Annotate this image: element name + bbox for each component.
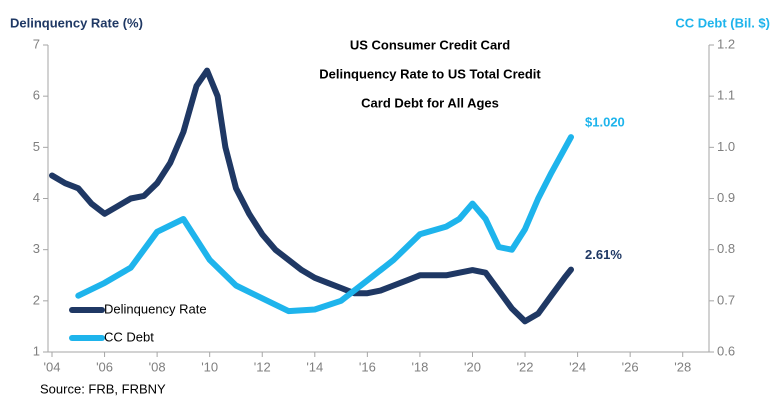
y2-tick-label: 0.9 xyxy=(717,190,735,205)
y-tick-label: 2 xyxy=(33,292,40,307)
x-tick-label: '14 xyxy=(306,359,323,374)
y-axis-label: Delinquency Rate (%) xyxy=(10,15,143,30)
x-tick-label: '22 xyxy=(517,359,534,374)
y-tick-label: 3 xyxy=(33,241,40,256)
y2-tick-label: 0.7 xyxy=(717,292,735,307)
y-tick-label: 4 xyxy=(33,190,40,205)
x-tick-label: '12 xyxy=(254,359,271,374)
x-tick-label: '24 xyxy=(569,359,586,374)
x-tick-label: '26 xyxy=(622,359,639,374)
y-tick-label: 6 xyxy=(33,88,40,103)
legend-label: Delinquency Rate xyxy=(104,301,207,316)
chart-title: Card Debt for All Ages xyxy=(361,95,499,110)
source: Source: FRB, FRBNY xyxy=(40,381,166,396)
y-tick-label: 5 xyxy=(33,139,40,154)
y2-tick-label: 1.1 xyxy=(717,88,735,103)
chart-title: US Consumer Credit Card xyxy=(350,37,510,52)
chart-title: Delinquency Rate to US Total Credit xyxy=(319,66,541,81)
y2-axis-label: CC Debt (Bil. $) xyxy=(675,15,770,30)
series-line xyxy=(49,67,574,325)
y-tick-label: 1 xyxy=(33,343,40,358)
x-tick-label: '06 xyxy=(96,359,113,374)
y2-tick-label: 1.2 xyxy=(717,36,735,51)
x-tick-label: '04 xyxy=(44,359,61,374)
series-line xyxy=(75,134,574,315)
y2-tick-label: 1.0 xyxy=(717,139,735,154)
x-tick-label: '18 xyxy=(411,359,428,374)
end-label: $1.020 xyxy=(585,115,625,130)
x-tick-label: '10 xyxy=(201,359,218,374)
y-tick-label: 7 xyxy=(33,36,40,51)
end-label: 2.61% xyxy=(585,247,622,262)
x-tick-label: '28 xyxy=(674,359,691,374)
y2-tick-label: 0.6 xyxy=(717,343,735,358)
y2-tick-label: 0.8 xyxy=(717,241,735,256)
x-tick-label: '20 xyxy=(464,359,481,374)
x-tick-label: '16 xyxy=(359,359,376,374)
legend-label: CC Debt xyxy=(104,329,154,344)
x-tick-label: '08 xyxy=(149,359,166,374)
